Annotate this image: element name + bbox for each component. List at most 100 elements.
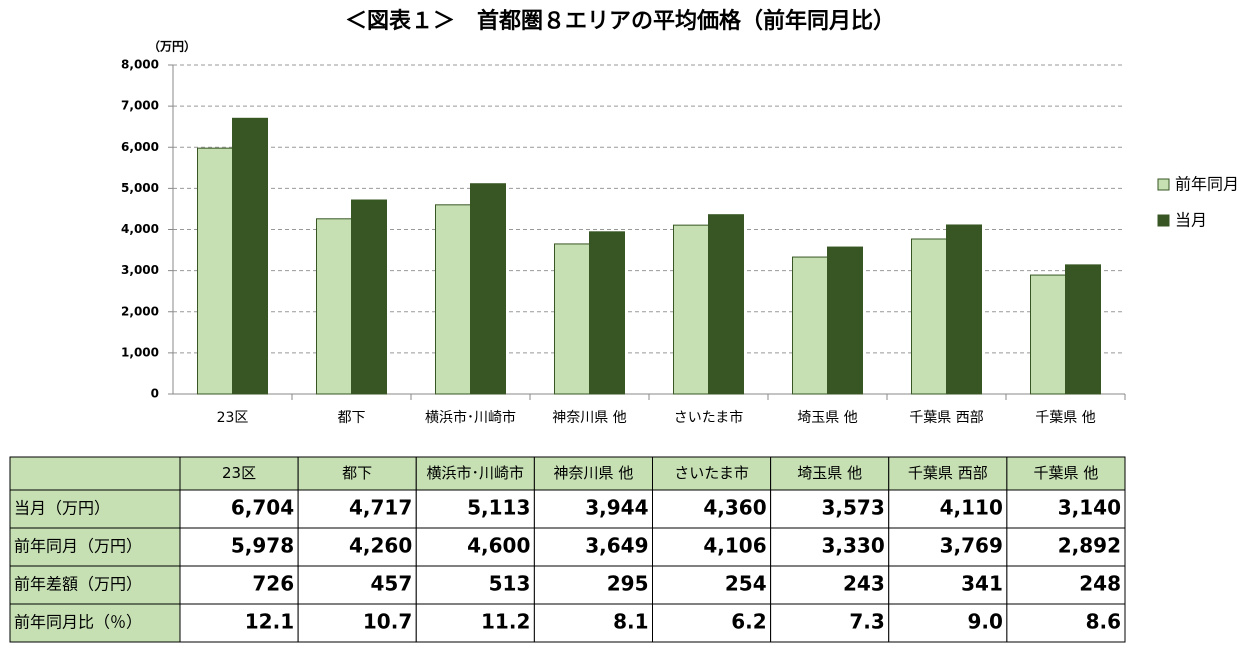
- table-cell: [179, 565, 299, 605]
- row-label: 前年同月（万円）: [14, 537, 142, 556]
- table-cell: [770, 489, 890, 529]
- x-tick-label: 23区: [217, 410, 249, 426]
- table-cell: [9, 527, 181, 567]
- table-value: 4,717: [349, 496, 412, 520]
- table-header: 横浜市･川崎市: [427, 464, 525, 482]
- x-tick-label: 埼玉県 他: [797, 410, 857, 426]
- y-tick-label: 1,000: [121, 345, 159, 359]
- x-tick-label: 神奈川県 他: [552, 410, 626, 426]
- y-tick-label: 0: [151, 387, 159, 401]
- y-tick-label: 5,000: [121, 181, 159, 195]
- x-tick-label: 千葉県 西部: [909, 410, 983, 426]
- legend-label: 当月: [1175, 211, 1207, 230]
- table-value: 3,573: [821, 496, 884, 520]
- bar: [232, 117, 268, 395]
- table-value: 254: [725, 572, 767, 596]
- table-value: 2,892: [1058, 534, 1121, 558]
- y-tick-label: 7,000: [121, 99, 159, 113]
- table-cell: [9, 456, 181, 491]
- table-value: 6,704: [231, 496, 294, 520]
- table-cell: [770, 527, 890, 567]
- table-cell: [179, 489, 299, 529]
- bar: [1065, 264, 1101, 395]
- table-value: 10.7: [363, 610, 412, 634]
- legend-label: 前年同月: [1175, 175, 1239, 194]
- table-header: 埼玉県 他: [797, 464, 862, 482]
- y-tick-label: 2,000: [121, 304, 159, 318]
- table-cell: [415, 565, 535, 605]
- bar: [197, 147, 233, 395]
- table-value: 4,110: [940, 496, 1003, 520]
- x-tick-label: さいたま市: [674, 409, 744, 426]
- table-value: 8.6: [1086, 610, 1121, 634]
- table-cell: [297, 489, 417, 529]
- x-tick-label: 横浜市･川崎市: [425, 409, 516, 426]
- table-cell: [533, 489, 653, 529]
- table-cell: [9, 603, 181, 643]
- row-label: 前年同月比（％）: [14, 613, 142, 632]
- table-value: 9.0: [967, 610, 1002, 634]
- table-value: 5,113: [467, 496, 530, 520]
- bar: [554, 243, 590, 395]
- table-value: 3,649: [585, 534, 648, 558]
- bar: [435, 204, 471, 395]
- table-value: 248: [1079, 572, 1121, 596]
- table-value: 3,330: [821, 534, 884, 558]
- table-value: 457: [371, 572, 413, 596]
- table-value: 4,106: [703, 534, 766, 558]
- table-cell: [1006, 456, 1126, 491]
- table-value: 726: [252, 572, 294, 596]
- bar: [673, 224, 709, 395]
- table-value: 513: [489, 572, 531, 596]
- y-tick-label: 8,000: [121, 58, 159, 72]
- bar: [1030, 274, 1066, 395]
- table-header: 千葉県 他: [1034, 464, 1099, 482]
- table-cell: [9, 489, 181, 529]
- bar: [792, 256, 828, 395]
- table-value: 3,140: [1058, 496, 1121, 520]
- table-value: 11.2: [481, 610, 530, 634]
- table-cell: [415, 603, 535, 643]
- table-cell: [415, 489, 535, 529]
- table-value: 3,944: [585, 496, 648, 520]
- table-value: 295: [607, 572, 649, 596]
- table-header: 千葉県 西部: [908, 464, 988, 482]
- y-axis-unit: （万円）: [148, 39, 196, 54]
- table-value: 8.1: [613, 610, 648, 634]
- row-label: 前年差額（万円）: [14, 575, 142, 594]
- table-header: 都下: [342, 464, 372, 482]
- x-tick-label: 千葉県 他: [1035, 410, 1095, 426]
- table-cell: [297, 565, 417, 605]
- legend-swatch: [1157, 178, 1170, 191]
- bar: [351, 199, 387, 395]
- table-cell: [770, 565, 890, 605]
- table-cell: [1006, 603, 1126, 643]
- bar: [470, 183, 506, 395]
- y-tick-label: 4,000: [121, 222, 159, 236]
- table-cell: [888, 456, 1008, 491]
- table-value: 4,360: [703, 496, 766, 520]
- bar: [827, 246, 863, 395]
- table-header: 神奈川県 他: [554, 464, 634, 482]
- y-tick-label: 3,000: [121, 263, 159, 277]
- table-value: 4,600: [467, 534, 530, 558]
- table-value: 3,769: [940, 534, 1003, 558]
- bar: [589, 231, 625, 395]
- table-cell: [888, 603, 1008, 643]
- bar: [911, 238, 947, 395]
- table-cell: [179, 527, 299, 567]
- table-value: 12.1: [245, 610, 294, 634]
- table-cell: [297, 603, 417, 643]
- table-value: 243: [843, 572, 885, 596]
- table-cell: [1006, 489, 1126, 529]
- table-cell: [1006, 527, 1126, 567]
- x-tick-label: 都下: [338, 410, 366, 426]
- table-header: 23区: [222, 464, 256, 482]
- table-value: 4,260: [349, 534, 412, 558]
- table-header: さいたま市: [674, 464, 749, 482]
- table-cell: [652, 565, 772, 605]
- bar: [946, 224, 982, 395]
- legend-swatch: [1157, 214, 1170, 227]
- table-value: 341: [961, 572, 1003, 596]
